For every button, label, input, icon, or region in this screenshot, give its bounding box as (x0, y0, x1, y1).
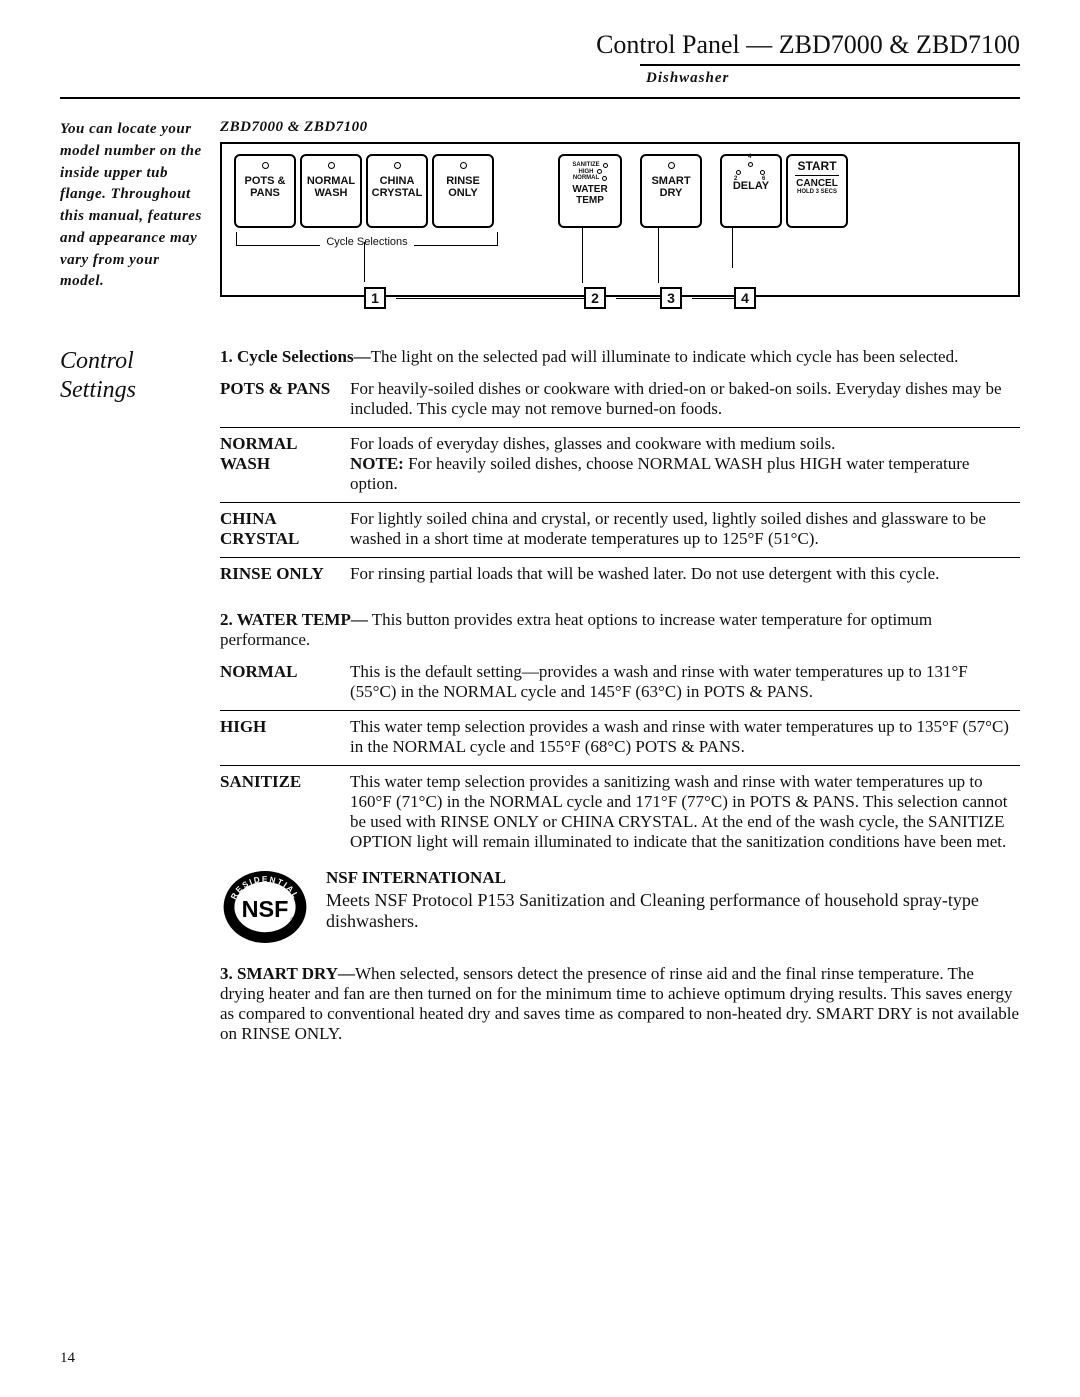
btn-label: NORMAL WASH (302, 175, 360, 199)
delay-num: 6 (762, 176, 765, 183)
water-lead-label: 2. WATER TEMP— (220, 610, 368, 629)
nsf-text: Meets NSF Protocol P153 Sanitization and… (326, 890, 1020, 932)
cycle-lead-label: 1. Cycle Selections— (220, 347, 371, 366)
nsf-heading: NSF INTERNATIONAL (326, 868, 1020, 888)
cycle-val: For loads of everyday dishes, glasses an… (350, 428, 1020, 503)
model-line: ZBD7000 & ZBD7100 (220, 119, 1020, 136)
smartdry-lead: 3. SMART DRY—When selected, sensors dete… (220, 964, 1020, 1044)
cycle-key: POTS & PANS (220, 373, 350, 428)
hold-label: HOLD 3 SECS (797, 189, 837, 196)
btn-pots-pans: POTS & PANS (234, 154, 296, 228)
cycle-bracket: Cycle Selections (236, 232, 498, 246)
water-val: This is the default setting—provides a w… (350, 656, 1020, 711)
water-val: This water temp selection provides a san… (350, 766, 1020, 861)
table-row: SANITIZE This water temp selection provi… (220, 766, 1020, 861)
callout-1: 1 (364, 287, 386, 309)
smartdry-lead-label: 3. SMART DRY— (220, 964, 355, 983)
callout-4: 4 (734, 287, 756, 309)
cycle-key: NORMAL WASH (220, 428, 350, 503)
cancel-label: CANCEL (796, 178, 838, 189)
table-row: RINSE ONLY For rinsing partial loads tha… (220, 558, 1020, 593)
btn-label: SMART DRY (642, 175, 700, 199)
btn-water-temp: SANITIZE HIGH NORMAL WATER TEMP (558, 154, 622, 228)
table-row: POTS & PANS For heavily-soiled dishes or… (220, 373, 1020, 428)
btn-smart-dry: SMART DRY (640, 154, 702, 228)
level-label: HIGH (579, 169, 594, 176)
callout-2: 2 (584, 287, 606, 309)
header-rule (60, 97, 1020, 99)
cycle-lead-text: The light on the selected pad will illum… (371, 347, 959, 366)
table-row: CHINA CRYSTAL For lightly soiled china a… (220, 503, 1020, 558)
delay-num: 4 (748, 154, 751, 161)
page-number: 14 (60, 1350, 75, 1367)
sidebar-note: You can locate your model number on the … (60, 119, 206, 293)
water-key: NORMAL (220, 656, 350, 711)
table-row: HIGH This water temp selection provides … (220, 711, 1020, 766)
table-row: NORMAL This is the default setting—provi… (220, 656, 1020, 711)
nsf-icon: NSF RESIDENTIAL ® (220, 868, 310, 946)
delay-num: 2 (734, 176, 737, 183)
nsf-block: NSF RESIDENTIAL ® NSF INTERNATIONAL Meet… (220, 868, 1020, 946)
section-heading: Control Settings (60, 347, 206, 405)
water-table: NORMAL This is the default setting—provi… (220, 656, 1020, 860)
btn-normal-wash: NORMAL WASH (300, 154, 362, 228)
cycle-key: RINSE ONLY (220, 558, 350, 593)
btn-label: WATER TEMP (560, 184, 620, 206)
cycle-label: Cycle Selections (320, 236, 413, 249)
btn-rinse-only: RINSE ONLY (432, 154, 494, 228)
water-val: This water temp selection provides a was… (350, 711, 1020, 766)
btn-label: CHINA CRYSTAL (368, 175, 426, 199)
btn-label: POTS & PANS (236, 175, 294, 199)
cycle-key: CHINA CRYSTAL (220, 503, 350, 558)
cycle-val: For heavily-soiled dishes or cookware wi… (350, 373, 1020, 428)
water-lead: 2. WATER TEMP— This button provides extr… (220, 610, 1020, 650)
cycle-val: For rinsing partial loads that will be w… (350, 558, 1020, 593)
subtitle: Dishwasher (640, 70, 1020, 87)
svg-text:NSF: NSF (242, 896, 289, 922)
cycle-table: POTS & PANS For heavily-soiled dishes or… (220, 373, 1020, 592)
callout-3: 3 (660, 287, 682, 309)
water-key: HIGH (220, 711, 350, 766)
page-title: Control Panel — ZBD7000 & ZBD7100 (60, 30, 1020, 60)
cycle-lead: 1. Cycle Selections—The light on the sel… (220, 347, 1020, 367)
table-row: NORMAL WASH For loads of everyday dishes… (220, 428, 1020, 503)
btn-start-cancel: START CANCEL HOLD 3 SECS (786, 154, 848, 228)
cycle-val: For lightly soiled china and crystal, or… (350, 503, 1020, 558)
control-panel-diagram: POTS & PANS NORMAL WASH CHINA CRYSTAL RI… (220, 142, 1020, 297)
level-label: SANITIZE (572, 162, 599, 169)
water-key: SANITIZE (220, 766, 350, 861)
btn-delay: 2 4 6 DELAY (720, 154, 782, 228)
btn-label: RINSE ONLY (434, 175, 492, 199)
btn-china-crystal: CHINA CRYSTAL (366, 154, 428, 228)
subtitle-block: Dishwasher (60, 64, 1020, 91)
level-label: NORMAL (573, 175, 599, 182)
start-label: START (797, 160, 836, 173)
svg-text:®: ® (290, 916, 296, 924)
